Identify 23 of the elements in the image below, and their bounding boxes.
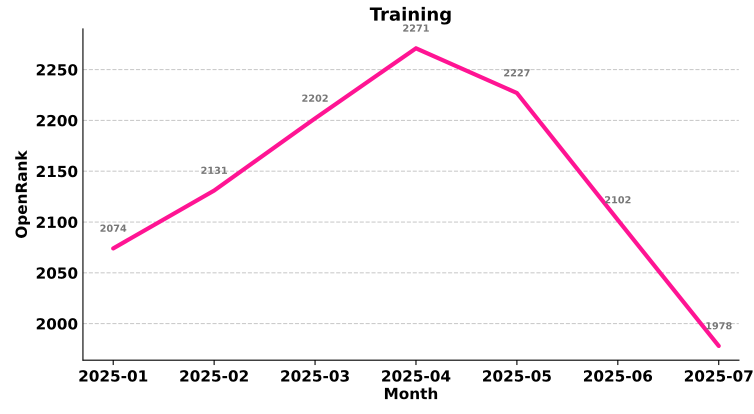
data-label: 1978 [706,322,732,330]
y-axis-title: OpenRank [15,150,30,238]
data-label: 2202 [302,94,328,102]
data-label: 2271 [403,24,429,32]
x-tick-label: 2025-03 [281,370,349,382]
x-tick-label: 2025-05 [483,370,551,382]
x-axis-title: Month [384,387,438,400]
y-tick-label: 2200 [36,114,78,126]
x-tick-label: 2025-02 [180,370,248,382]
chart-title: Training [370,6,451,25]
y-tick-label: 2150 [36,166,78,178]
y-tick-label: 2000 [36,318,78,330]
x-tick-label: 2025-07 [684,370,753,382]
data-label: 2102 [605,196,630,204]
y-tick-label: 2250 [36,64,78,76]
y-tick-label: 2050 [36,267,78,279]
data-label: 2074 [100,224,126,232]
data-label: 2227 [504,69,530,76]
x-tick-label: 2025-01 [79,370,148,382]
y-tick-label: 2100 [36,216,78,228]
x-tick-label: 2025-06 [584,370,652,382]
data-label: 2131 [201,166,227,174]
x-tick-label: 2025-04 [382,370,450,382]
